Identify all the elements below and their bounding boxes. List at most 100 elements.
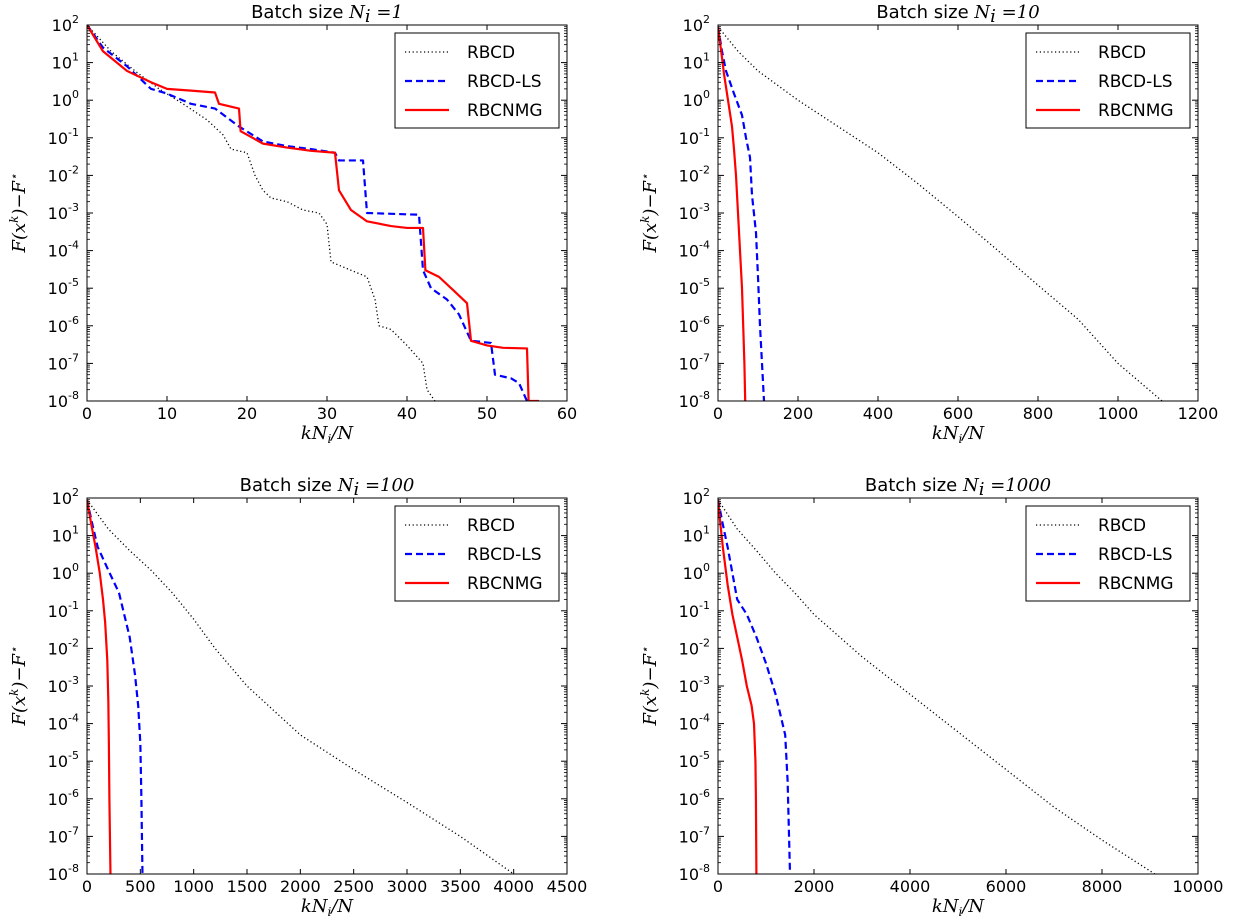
y-tick-label: 10-3: [679, 201, 710, 223]
series-line-rbcd-ls: [718, 499, 792, 874]
series-line-rbcd-ls: [718, 26, 766, 401]
legend-box: [1025, 505, 1191, 602]
y-tick-label: 10-8: [48, 862, 79, 884]
x-tick-label: 50: [477, 404, 497, 423]
chart-panel-4: 0 2000 4000 6000 8000 10000 10-8 10-7 10-6 10-5 10…: [638, 475, 1223, 917]
y-tick-label: 10-5: [679, 749, 710, 771]
legend: RBCD RBCD-LS RBCNMG: [394, 32, 560, 129]
y-tick-label: 10-6: [679, 314, 710, 336]
y-tick-label: 10-8: [48, 389, 79, 411]
y-axis-label: F(xk)−F⋆: [7, 646, 30, 727]
x-axis-label: kNi/N: [301, 423, 355, 446]
y-tick-label: 10-5: [48, 276, 79, 298]
y-tick-label: 10-2: [679, 636, 710, 658]
legend-label-rbcd-ls: RBCD-LS: [467, 545, 542, 565]
y-tick-label: 10-2: [48, 163, 79, 185]
y-tick-label: 10-4: [48, 239, 79, 261]
y-tick-label: 10-8: [679, 862, 710, 884]
chart-title: Batch size Ni =10: [876, 2, 1039, 27]
y-tick-label: 10-3: [48, 674, 79, 696]
x-tick-label: 4500: [547, 877, 588, 896]
y-tick-label: 100: [52, 88, 79, 110]
x-tick-label: 20: [237, 404, 257, 423]
y-tick-label: 102: [683, 486, 710, 508]
x-tick-label: 3500: [440, 877, 481, 896]
y-tick-label: 100: [683, 561, 710, 583]
legend-label-rbcd: RBCD: [467, 43, 515, 63]
x-tick-label: 200: [783, 404, 814, 423]
legend-label-rbcd-ls: RBCD-LS: [1098, 545, 1173, 565]
series-line-rbcd: [718, 26, 1163, 401]
chart-panel-3: 0 500 1000 1500 2000 2500 3000 3500 4000 4500 10-8…: [7, 475, 587, 917]
y-tick-label: 102: [683, 13, 710, 35]
y-tick-label: 10-5: [48, 749, 79, 771]
x-axis-label: kNi/N: [932, 896, 986, 917]
y-tick-label: 10-8: [679, 389, 710, 411]
x-tick-label: 0: [713, 877, 723, 896]
x-tick-label: 30: [317, 404, 337, 423]
x-tick-label: 40: [397, 404, 417, 423]
y-tick-label: 10-1: [48, 599, 79, 621]
x-tick-label: 4000: [493, 877, 534, 896]
legend-label-rbcnmg: RBCNMG: [1098, 574, 1174, 594]
x-tick-label: 1000: [173, 877, 214, 896]
series-line-rbcd-ls: [87, 499, 144, 874]
chart-title: Batch size Ni =1000: [865, 475, 1051, 500]
x-tick-label: 2000: [280, 877, 321, 896]
legend-label-rbcnmg: RBCNMG: [467, 574, 543, 594]
legend-label-rbcnmg: RBCNMG: [467, 101, 543, 121]
y-axis-label: F(xk)−F⋆: [638, 173, 661, 254]
y-tick-label: 10-6: [48, 314, 79, 336]
y-tick-label: 10-6: [679, 787, 710, 809]
legend-label-rbcd: RBCD: [1098, 516, 1146, 536]
y-tick-label: 101: [52, 51, 79, 73]
series-line-rbcd: [718, 499, 1156, 874]
legend-label-rbcd: RBCD: [467, 516, 515, 536]
x-tick-label: 10: [157, 404, 177, 423]
y-tick-label: 101: [52, 524, 79, 546]
x-tick-label: 10000: [1173, 877, 1224, 896]
x-axis-label: kNi/N: [301, 896, 355, 917]
y-tick-label: 10-7: [48, 824, 79, 846]
legend: RBCD RBCD-LS RBCNMG: [1025, 32, 1191, 129]
y-tick-label: 10-1: [679, 126, 710, 148]
chart-title: Batch size Ni =100: [240, 475, 415, 500]
x-tick-label: 0: [713, 404, 723, 423]
y-tick-label: 10-6: [48, 787, 79, 809]
y-tick-label: 10-2: [679, 163, 710, 185]
legend-label-rbcnmg: RBCNMG: [1098, 101, 1174, 121]
y-tick-label: 10-3: [48, 201, 79, 223]
legend-label-rbcd-ls: RBCD-LS: [1098, 72, 1173, 92]
y-tick-label: 10-3: [679, 674, 710, 696]
x-tick-label: 8000: [1082, 877, 1123, 896]
x-tick-label: 6000: [986, 877, 1027, 896]
y-tick-label: 10-1: [679, 599, 710, 621]
y-tick-label: 100: [683, 88, 710, 110]
series-line-rbcd: [87, 499, 515, 874]
series-line-rbcnmg: [718, 499, 758, 874]
y-tick-label: 10-4: [679, 712, 710, 734]
x-tick-label: 800: [1023, 404, 1054, 423]
series-line-rbcnmg: [718, 26, 747, 401]
x-tick-label: 1000: [1098, 404, 1139, 423]
x-tick-label: 4000: [890, 877, 931, 896]
x-tick-label: 1200: [1178, 404, 1219, 423]
y-tick-label: 102: [52, 13, 79, 35]
legend-label-rbcd: RBCD: [1098, 43, 1146, 63]
series-line-rbcd: [87, 25, 436, 401]
legend: RBCD RBCD-LS RBCNMG: [1025, 505, 1191, 602]
y-axis-label: F(xk)−F⋆: [7, 173, 30, 254]
y-tick-label: 102: [52, 486, 79, 508]
series-line-rbcnmg: [87, 25, 539, 401]
x-tick-label: 600: [943, 404, 974, 423]
x-tick-label: 2000: [794, 877, 835, 896]
x-tick-label: 400: [863, 404, 894, 423]
y-axis-label: F(xk)−F⋆: [638, 646, 661, 727]
x-tick-label: 2500: [333, 877, 374, 896]
y-tick-label: 10-7: [679, 351, 710, 373]
x-tick-label: 3000: [387, 877, 428, 896]
y-tick-label: 10-7: [679, 824, 710, 846]
y-tick-label: 100: [52, 561, 79, 583]
y-tick-label: 10-5: [679, 276, 710, 298]
